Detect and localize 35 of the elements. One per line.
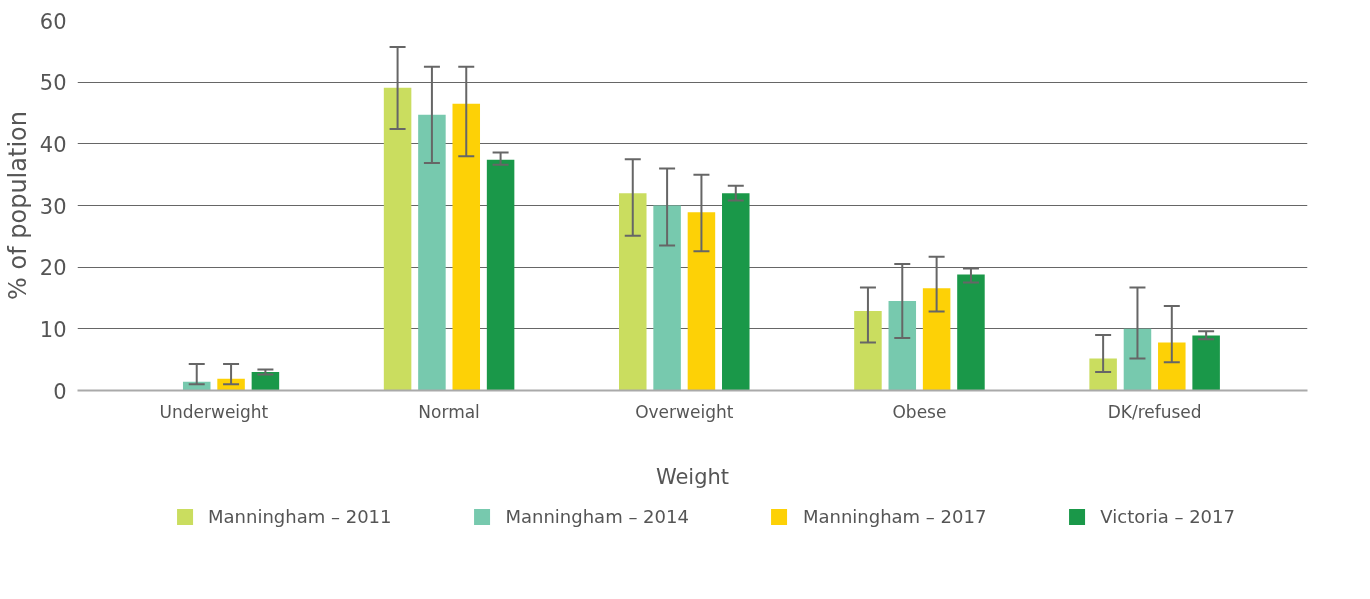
bar [418, 114, 446, 391]
bar [619, 193, 647, 391]
y-tick-label: 30 [39, 194, 67, 219]
bar [1089, 358, 1117, 391]
y-tick-label: 20 [39, 256, 67, 281]
legend-label: Manningham – 2011 [208, 505, 392, 527]
bar [922, 288, 951, 391]
legend-label: Manningham – 2014 [505, 505, 689, 527]
y-tick-label: 40 [39, 132, 67, 157]
y-axis-title: % of population [3, 111, 32, 300]
bar [1158, 342, 1186, 391]
y-tick-label: 60 [39, 9, 67, 34]
x-axis-title: Weight [655, 464, 730, 489]
y-tick-label: 50 [39, 71, 67, 96]
bar [722, 193, 750, 391]
x-tick-label: DK/refused [1107, 401, 1202, 422]
bar [854, 310, 882, 391]
bar [687, 212, 716, 391]
bar [957, 274, 985, 391]
bar [383, 87, 412, 391]
bar [251, 372, 280, 391]
bar [653, 205, 681, 391]
x-tick-label: Underweight [159, 401, 269, 422]
bar [1192, 335, 1220, 391]
bar [486, 159, 515, 391]
x-tick-label: Normal [418, 401, 480, 422]
x-tick-label: Obese [892, 401, 947, 422]
y-tick-label: 10 [39, 317, 67, 342]
bar [888, 301, 917, 391]
bar [452, 103, 481, 391]
legend-label: Manningham – 2017 [802, 505, 987, 527]
x-tick-label: Overweight [635, 401, 734, 422]
legend-label: Victoria – 2017 [1100, 505, 1235, 527]
y-tick-label: 0 [53, 379, 67, 404]
bar [1123, 328, 1152, 391]
